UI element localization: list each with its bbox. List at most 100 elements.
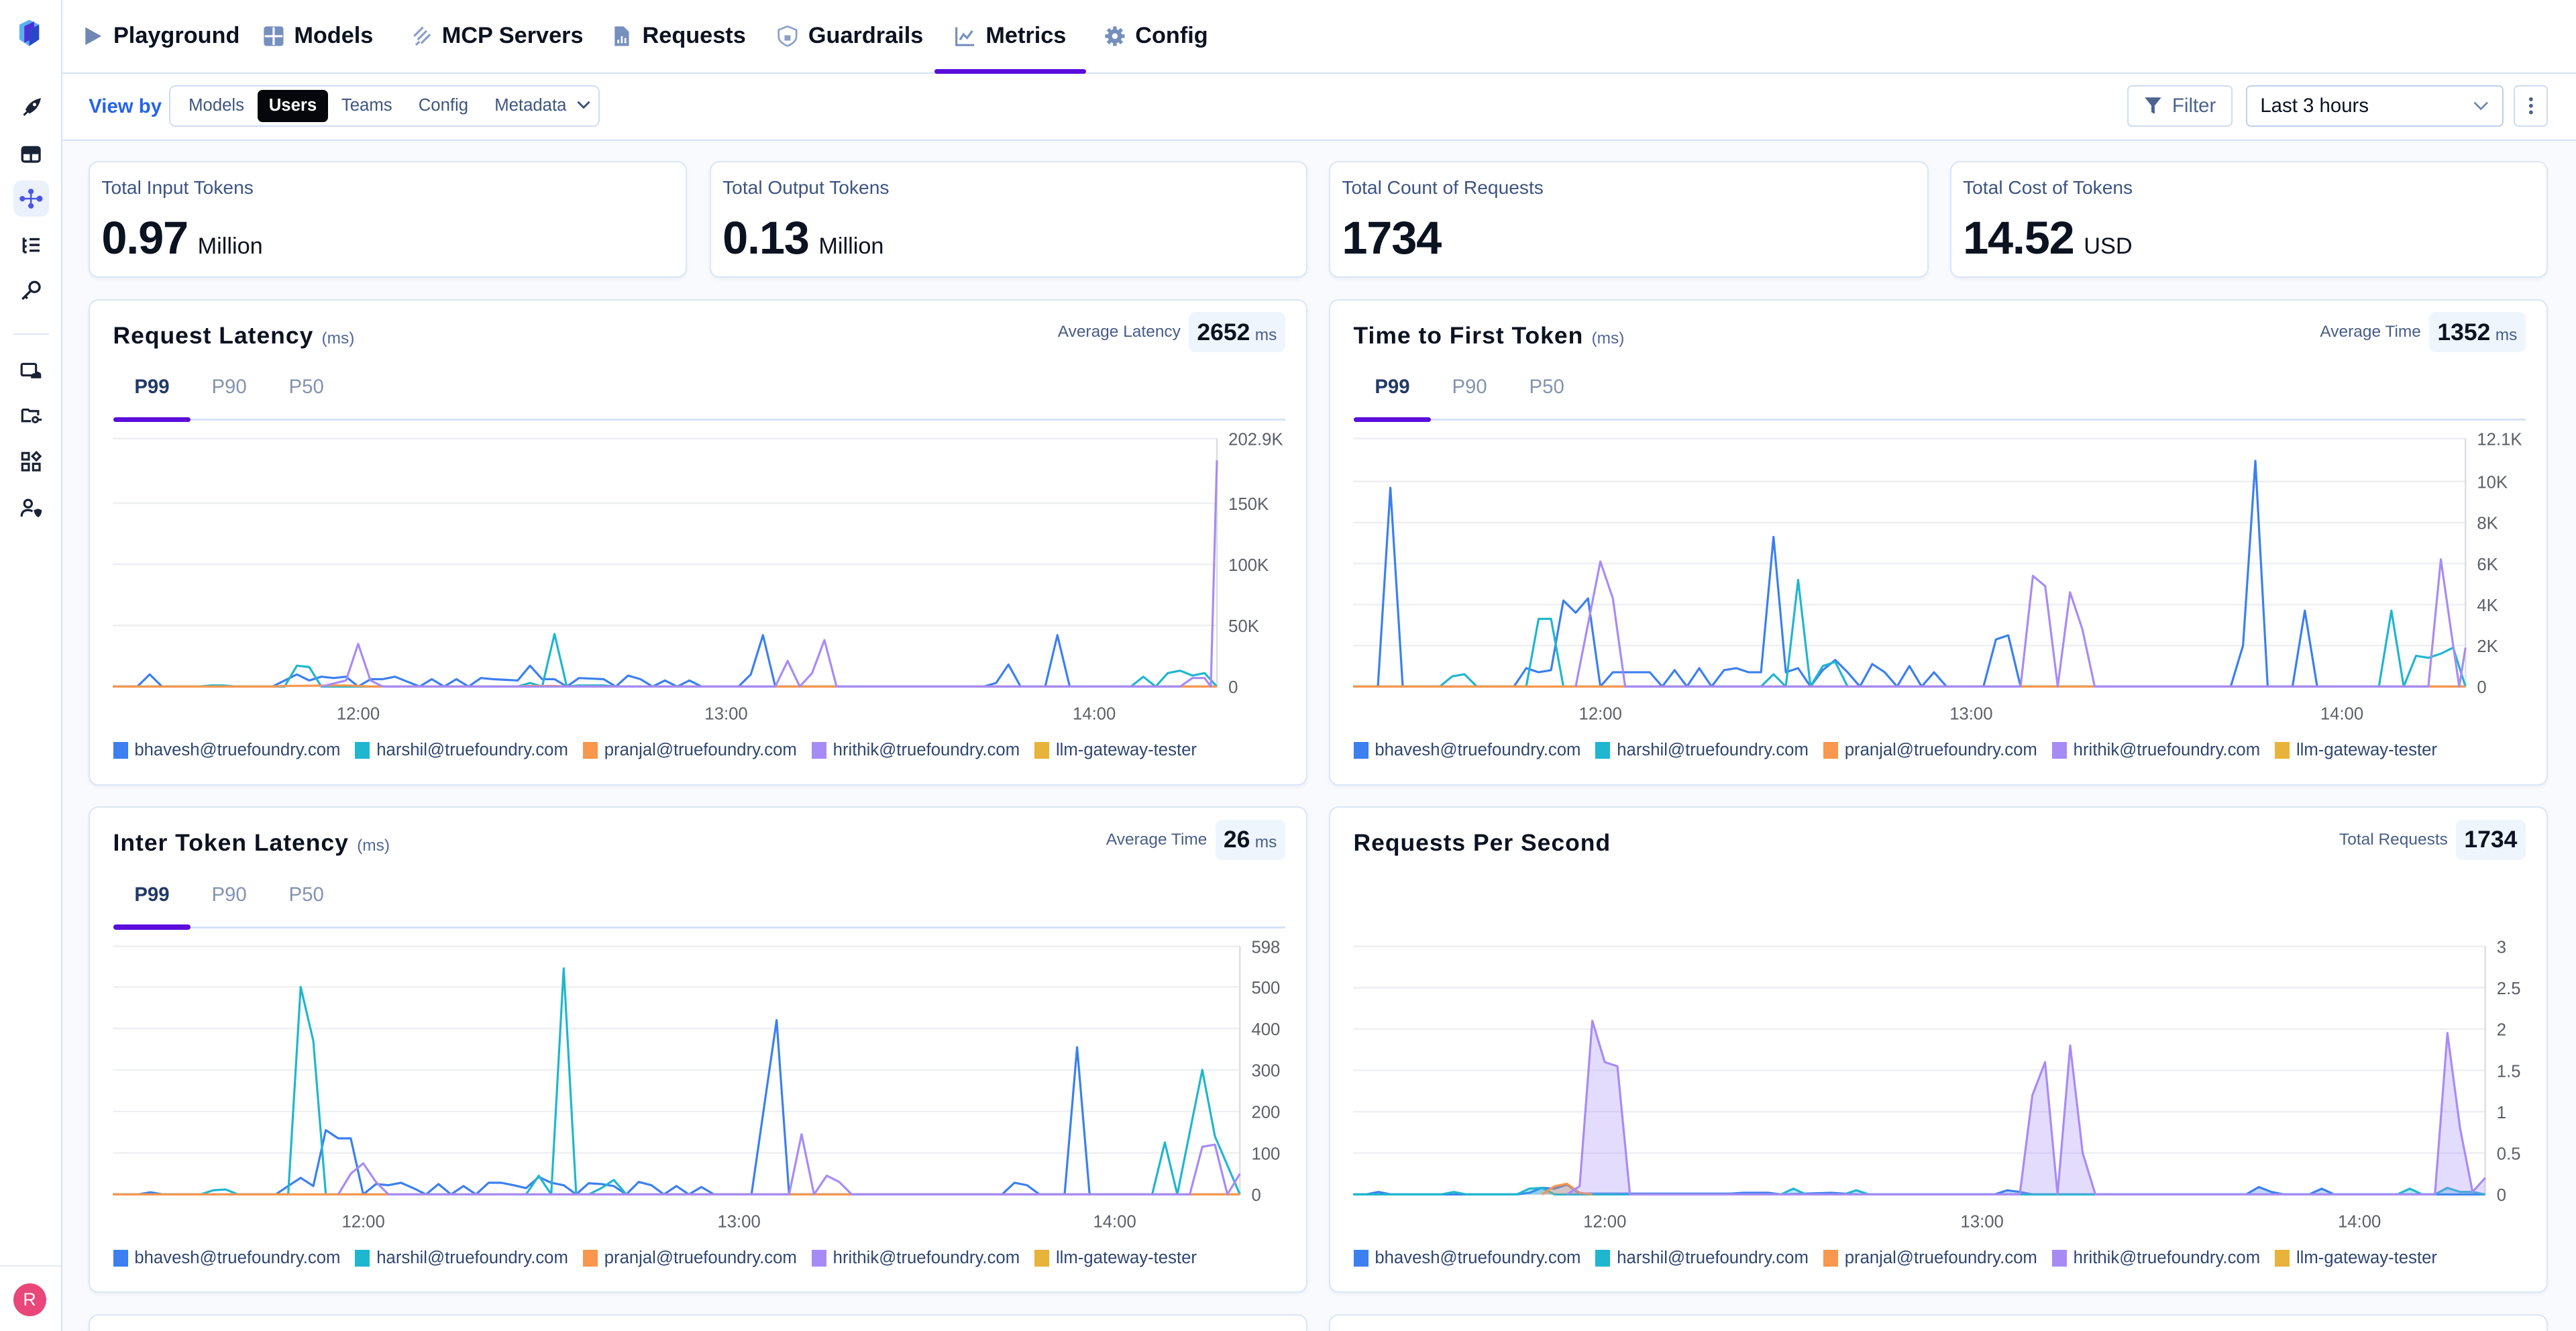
series-line-bhavesh[interactable] <box>1353 1183 2485 1195</box>
view-option-metadata[interactable]: Metadata <box>482 90 604 123</box>
legend-item[interactable]: hrithik@truefoundry.com <box>811 741 1020 760</box>
series-line-hrithik[interactable] <box>337 1132 1241 1195</box>
legend-item[interactable]: bhavesh@truefoundry.com <box>113 1248 341 1268</box>
filter-button[interactable]: Filter <box>2127 85 2233 127</box>
tab-playground[interactable]: Playground <box>82 0 239 72</box>
series-line-harshil[interactable] <box>1353 578 2467 688</box>
user-shield-icon[interactable] <box>13 490 50 526</box>
legend-item[interactable]: harshil@truefoundry.com <box>355 741 568 760</box>
legend-item[interactable]: bhavesh@truefoundry.com <box>1353 1248 1580 1268</box>
summary-unit: ms <box>1254 833 1277 852</box>
legend-item[interactable]: bhavesh@truefoundry.com <box>1353 741 1580 760</box>
legend-item[interactable]: harshil@truefoundry.com <box>355 1248 568 1268</box>
tab-p99[interactable]: P99 <box>134 884 170 906</box>
table-icon[interactable] <box>13 136 50 172</box>
chart-plot[interactable]: 0 100 200 300 400 500 598 12:00 13:00 14:00 <box>90 933 1305 1245</box>
tab-p50[interactable]: P50 <box>288 884 324 906</box>
time-to-first-token-card: Time to First Token (ms) Average Time 1352 m… <box>1329 299 2548 786</box>
view-option-models[interactable]: Models <box>189 96 244 115</box>
legend-swatch <box>1595 742 1611 759</box>
series-line-harshil[interactable] <box>113 967 1241 1195</box>
series-line-bhavesh[interactable] <box>113 633 1218 688</box>
sidebar: R <box>0 0 62 1331</box>
x-tick-label: 13:00 <box>1961 1212 2004 1231</box>
apps-grid-icon[interactable] <box>13 443 50 480</box>
tab-p99[interactable]: P99 <box>1375 376 1410 398</box>
summary-label: Average Time <box>2320 323 2421 341</box>
tab-p90[interactable]: P90 <box>211 376 247 398</box>
y-tick-label: 1 <box>2497 1103 2506 1122</box>
legend-item[interactable]: harshil@truefoundry.com <box>1595 741 1809 760</box>
tab-config[interactable]: Config <box>1104 0 1208 72</box>
y-tick-label: 3 <box>2497 938 2506 957</box>
legend-item[interactable]: llm-gateway-tester <box>1034 741 1197 760</box>
more-options-button[interactable] <box>2513 85 2548 127</box>
truefoundry-logo-icon[interactable] <box>16 18 42 48</box>
legend-swatch <box>582 1250 598 1267</box>
series-line-hrithik[interactable] <box>1566 1019 2487 1195</box>
y-tick-label: 150K <box>1228 495 1269 514</box>
tab-p99[interactable]: P99 <box>134 376 170 398</box>
gear-icon <box>1105 26 1125 46</box>
series-area-hrithik <box>1567 1020 2485 1194</box>
series-line-bhavesh[interactable] <box>113 1018 1240 1195</box>
tab-p90[interactable]: P90 <box>1452 376 1487 398</box>
chart-plot[interactable]: 0 0.5 1 1.5 2 2.5 3 12:00 13:00 14:00 <box>1330 933 2546 1245</box>
y-tick-label: 0 <box>2497 1186 2506 1205</box>
legend-item[interactable]: pranjal@truefoundry.com <box>1823 741 2037 760</box>
chart-legend: bhavesh@truefoundry.com harshil@truefound… <box>113 1248 1197 1268</box>
legend-item[interactable]: bhavesh@truefoundry.com <box>113 741 340 760</box>
series-line-pranjal[interactable] <box>1541 1182 1593 1195</box>
legend-item[interactable]: hrithik@truefoundry.com <box>2051 1248 2260 1268</box>
list-icon[interactable] <box>13 227 50 263</box>
x-tick-label: 13:00 <box>1949 704 1992 723</box>
view-option-users[interactable]: Users <box>257 89 329 123</box>
series-line-hrithik[interactable] <box>1574 558 2467 688</box>
legend-label: llm-gateway-tester <box>2296 1248 2437 1267</box>
folder-key-icon[interactable] <box>13 398 50 434</box>
legend-swatch <box>811 742 826 759</box>
key-icon[interactable] <box>13 273 50 309</box>
user-avatar[interactable]: R <box>13 1283 46 1316</box>
chart-plot[interactable]: 0 2K 4K 6K 8K 10K 12.1K 12:00 13:00 14:00 <box>1330 425 2546 737</box>
legend-item[interactable]: harshil@truefoundry.com <box>1595 1248 1809 1268</box>
tab-requests[interactable]: Requests <box>611 0 746 72</box>
stat-card-input-tokens: Total Input Tokens 0.97 Million <box>89 161 687 278</box>
tab-p90[interactable]: P90 <box>211 884 247 906</box>
tab-mcp-servers[interactable]: MCP Servers <box>411 0 584 72</box>
chart-title-text: Inter Token Latency <box>113 829 349 857</box>
legend-item[interactable]: hrithik@truefoundry.com <box>2051 741 2260 760</box>
inter-token-latency-card: Inter Token Latency (ms) Average Time 26 ms P… <box>89 806 1308 1293</box>
y-tick-label: 1.5 <box>2497 1062 2521 1081</box>
tab-metrics[interactable]: Metrics <box>934 0 1086 74</box>
chart-title-text: Requests Per Second <box>1353 829 1611 857</box>
legend-item[interactable]: hrithik@truefoundry.com <box>811 1248 1020 1268</box>
legend-item[interactable]: pranjal@truefoundry.com <box>582 741 797 760</box>
tab-guardrails[interactable]: Guardrails <box>777 0 923 72</box>
legend-swatch <box>1595 1250 1611 1267</box>
summary-value: 1352 <box>2437 318 2491 345</box>
rocket-icon[interactable] <box>13 91 50 127</box>
view-option-teams[interactable]: Teams <box>341 96 392 115</box>
legend-item[interactable]: pranjal@truefoundry.com <box>582 1248 797 1268</box>
stat-unit: Million <box>818 233 884 260</box>
gateway-network-icon[interactable] <box>13 180 50 217</box>
legend-label: bhavesh@truefoundry.com <box>134 1248 341 1267</box>
cloud-server-icon[interactable] <box>13 354 50 390</box>
tab-p50[interactable]: P50 <box>1529 376 1564 398</box>
legend-item[interactable]: pranjal@truefoundry.com <box>1823 1248 2037 1268</box>
stat-value: 0.97 <box>101 212 189 264</box>
chart-plot[interactable]: 0 50K 100K 150K 202.9K 12:00 13:00 14:00 <box>90 425 1305 737</box>
legend-item[interactable]: llm-gateway-tester <box>2275 1248 2437 1268</box>
stat-card-token-cost: Total Cost of Tokens 14.52 USD <box>1949 161 2548 278</box>
legend-item[interactable]: llm-gateway-tester <box>1034 1248 1197 1268</box>
tab-p50[interactable]: P50 <box>288 376 324 398</box>
series-line-hrithik[interactable] <box>321 460 1218 688</box>
time-range-select[interactable]: Last 3 hours <box>2245 85 2504 127</box>
y-tick-label: 300 <box>1252 1061 1281 1080</box>
view-option-config[interactable]: Config <box>418 96 469 115</box>
legend-item[interactable]: llm-gateway-tester <box>2275 741 2437 760</box>
tab-models[interactable]: Models <box>263 0 373 72</box>
mcp-icon <box>413 26 431 46</box>
series-line-bhavesh[interactable] <box>1353 460 2466 688</box>
